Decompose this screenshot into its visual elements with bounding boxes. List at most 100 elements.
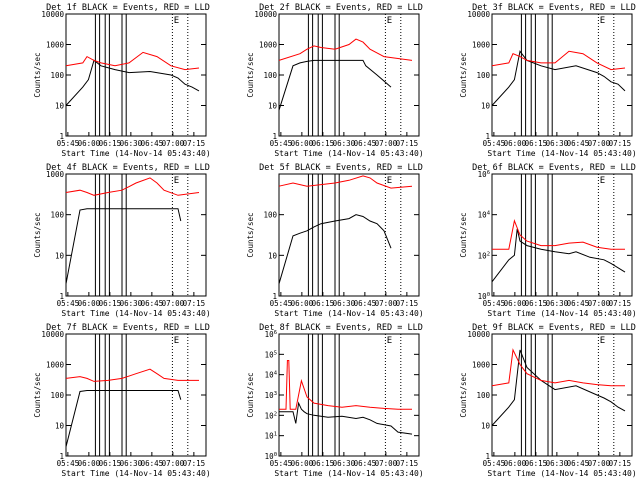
x-tick-label: 06:45: [141, 459, 164, 468]
x-tick-label: 06:30: [546, 139, 569, 148]
x-tick-label: 05:45: [57, 139, 80, 148]
x-tick-label: 06:30: [546, 459, 569, 468]
series-line-events: [65, 390, 182, 447]
x-tick-label: 07:15: [609, 139, 632, 148]
x-tick-label: 07:00: [588, 459, 611, 468]
x-tick-label: 07:00: [588, 299, 611, 308]
plot-frame: [278, 333, 420, 457]
y-tick-label: 1: [485, 452, 490, 461]
x-tick-label: 06:45: [567, 139, 590, 148]
x-tick-label: 05:45: [483, 299, 506, 308]
x-tick-label: 06:00: [504, 459, 527, 468]
x-axis-label: Start Time (14-Nov-14 05:43:40): [61, 469, 210, 478]
series-line-lld: [65, 368, 199, 382]
flag-label: E: [387, 336, 392, 346]
y-tick-label: 102: [478, 251, 490, 260]
plot-frame: [491, 13, 633, 137]
panel-det-8: Det 8f BLACK = Events, RED = LLD E 100 101 1…: [246, 323, 424, 478]
x-axis-label: Start Time (14-Nov-14 05:43:40): [487, 469, 636, 478]
x-tick-label: 06:00: [504, 299, 527, 308]
x-tick-label: 06:15: [312, 299, 335, 308]
x-tick-label: 06:00: [291, 459, 314, 468]
plot-frame: [65, 173, 207, 297]
panel-title: Det 6f BLACK = Events, RED = LLD: [472, 163, 636, 173]
x-axis-label: Start Time (14-Nov-14 05:43:40): [487, 149, 636, 158]
y-tick-label: 10: [268, 102, 278, 111]
panel-det-9: Det 9f BLACK = Events, RED = LLD E 1 10 100 1…: [459, 323, 637, 478]
y-tick-label: 1: [59, 292, 64, 301]
panel-det-5: Det 5f BLACK = Events, RED = LLD E 1 10 100 0…: [246, 163, 424, 318]
x-tick-label: 06:15: [525, 459, 548, 468]
y-tick-label: 100: [50, 71, 64, 80]
y-tick-label: 102: [265, 411, 277, 420]
y-axis-label: Counts/sec: [33, 52, 42, 97]
x-tick-label: 07:00: [162, 139, 185, 148]
series-line-lld: [492, 219, 625, 250]
y-tick-label: 1: [272, 132, 277, 141]
x-axis-label: Start Time (14-Nov-14 05:43:40): [61, 309, 210, 318]
x-tick-label: 07:00: [588, 139, 611, 148]
x-tick-label: 06:15: [312, 139, 335, 148]
flag-label: E: [387, 16, 392, 26]
y-tick-label: 10: [481, 102, 491, 111]
y-axis-label: Counts/sec: [246, 372, 255, 417]
y-tick-label: 100: [50, 391, 64, 400]
panel-det-3: Det 3f BLACK = Events, RED = LLD E 1 10 100 1…: [459, 3, 637, 158]
x-tick-label: 06:45: [354, 139, 377, 148]
y-tick-label: 105: [265, 350, 277, 359]
plot-frame: [65, 13, 207, 137]
series-line-lld: [65, 177, 200, 196]
flag-label: E: [387, 176, 392, 186]
panel-title: Det 7f BLACK = Events, RED = LLD: [46, 323, 210, 333]
plot-frame: [278, 173, 420, 297]
x-tick-label: 05:45: [270, 459, 293, 468]
panel-title: Det 4f BLACK = Events, RED = LLD: [46, 163, 210, 173]
y-tick-label: 10: [55, 251, 65, 260]
x-tick-label: 06:00: [78, 299, 101, 308]
panel-det-1: Det 1f BLACK = Events, RED = LLD E 1 10 100 1…: [33, 3, 211, 158]
x-tick-label: 07:15: [183, 139, 206, 148]
x-tick-label: 06:00: [78, 139, 101, 148]
x-tick-label: 06:45: [567, 299, 590, 308]
y-tick-label: 100: [476, 391, 490, 400]
series-line-lld: [278, 175, 413, 189]
x-tick-label: 07:00: [375, 299, 398, 308]
plot-frame: [65, 333, 207, 457]
y-tick-label: 1: [59, 452, 64, 461]
x-tick-label: 07:00: [375, 459, 398, 468]
x-tick-label: 06:00: [504, 139, 527, 148]
y-tick-label: 100: [478, 292, 490, 301]
x-tick-label: 06:45: [354, 299, 377, 308]
plot-frame: [491, 173, 633, 297]
x-tick-label: 05:45: [57, 459, 80, 468]
y-tick-label: 10000: [41, 10, 64, 19]
y-tick-label: 100: [263, 71, 277, 80]
series-line-events: [278, 214, 392, 284]
x-tick-label: 06:45: [354, 459, 377, 468]
x-tick-label: 07:00: [162, 299, 185, 308]
y-tick-label: 103: [265, 391, 277, 400]
y-tick-label: 10000: [254, 10, 277, 19]
x-tick-label: 06:30: [120, 299, 143, 308]
y-tick-label: 1000: [259, 41, 278, 50]
x-tick-label: 06:30: [120, 139, 143, 148]
y-tick-label: 106: [265, 330, 277, 339]
y-tick-label: 10: [481, 422, 491, 431]
plot-frame: [278, 13, 420, 137]
x-tick-label: 06:15: [99, 299, 122, 308]
x-axis-label: Start Time (14-Nov-14 05:43:40): [274, 469, 423, 478]
y-tick-label: 106: [478, 170, 490, 179]
panel-title: Det 8f BLACK = Events, RED = LLD: [259, 323, 423, 333]
x-tick-label: 07:00: [162, 459, 185, 468]
x-tick-label: 05:45: [270, 299, 293, 308]
x-tick-label: 06:00: [291, 139, 314, 148]
x-tick-label: 07:15: [396, 299, 419, 308]
x-tick-label: 07:15: [396, 139, 419, 148]
flag-label: E: [174, 176, 179, 186]
panel-title: Det 9f BLACK = Events, RED = LLD: [472, 323, 636, 333]
y-axis-label: Counts/sec: [33, 372, 42, 417]
x-tick-label: 06:15: [312, 459, 335, 468]
y-tick-label: 101: [265, 432, 277, 441]
y-tick-label: 1: [59, 132, 64, 141]
